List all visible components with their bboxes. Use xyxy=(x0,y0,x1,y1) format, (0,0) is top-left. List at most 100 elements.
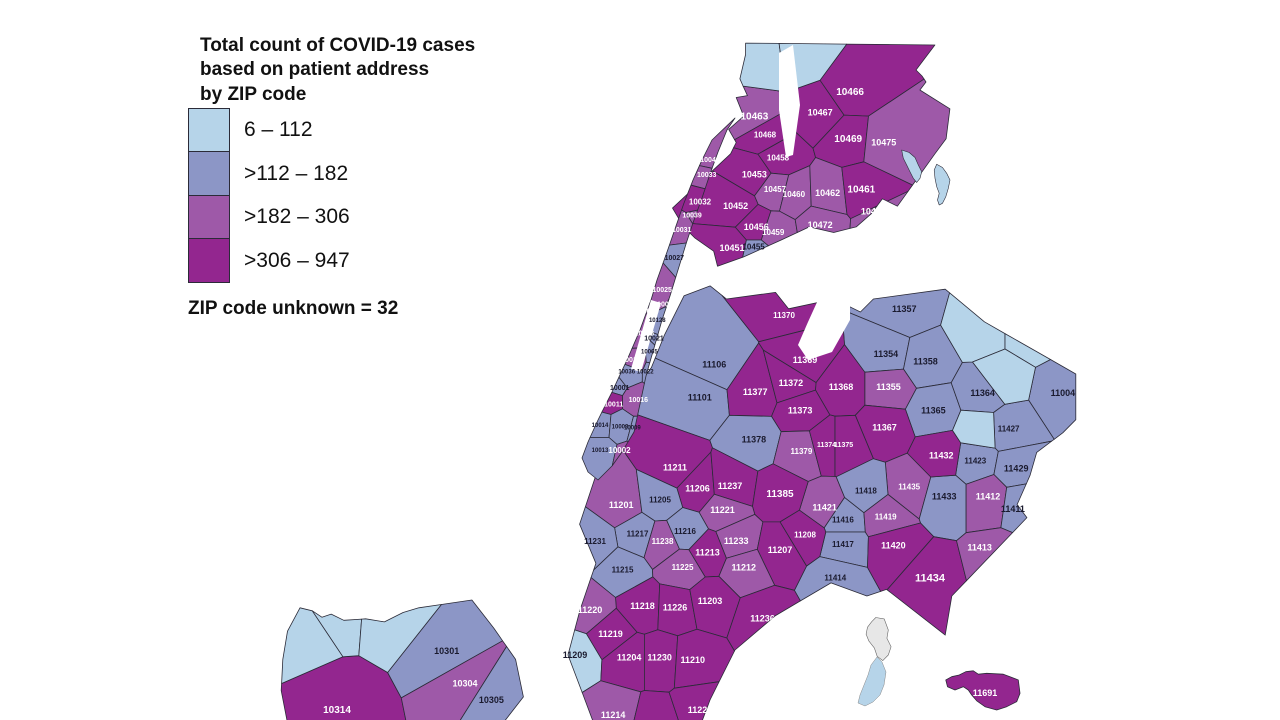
svg-text:11429: 11429 xyxy=(1004,463,1029,473)
svg-text:11354: 11354 xyxy=(874,349,899,359)
svg-text:11212: 11212 xyxy=(732,562,757,572)
svg-text:11432: 11432 xyxy=(929,450,954,460)
svg-text:11370: 11370 xyxy=(773,311,795,320)
svg-text:11427: 11427 xyxy=(998,424,1020,433)
svg-text:10462: 10462 xyxy=(815,188,840,198)
svg-text:11416: 11416 xyxy=(832,515,854,524)
svg-text:11375: 11375 xyxy=(834,442,853,449)
svg-text:11201: 11201 xyxy=(609,500,634,510)
svg-text:11219: 11219 xyxy=(598,629,623,639)
svg-text:10469: 10469 xyxy=(834,134,862,145)
svg-text:10314: 10314 xyxy=(323,705,351,716)
svg-text:11205: 11205 xyxy=(649,496,671,505)
svg-text:10029: 10029 xyxy=(657,302,677,309)
svg-text:11412: 11412 xyxy=(976,492,1001,502)
svg-text:11236: 11236 xyxy=(750,614,775,624)
svg-text:11213: 11213 xyxy=(695,547,720,557)
svg-text:10458: 10458 xyxy=(767,154,790,163)
svg-text:11373: 11373 xyxy=(788,405,813,415)
svg-text:10016: 10016 xyxy=(629,397,649,404)
svg-text:11379: 11379 xyxy=(790,447,812,456)
svg-text:10024: 10024 xyxy=(639,309,659,316)
svg-text:11413: 11413 xyxy=(967,543,992,553)
svg-text:10128: 10128 xyxy=(649,318,666,324)
svg-text:11372: 11372 xyxy=(779,378,804,388)
svg-text:11365: 11365 xyxy=(921,405,946,415)
svg-text:10305: 10305 xyxy=(479,695,504,705)
svg-text:11434: 11434 xyxy=(915,572,946,584)
svg-text:11433: 11433 xyxy=(932,492,957,502)
svg-text:11206: 11206 xyxy=(685,484,710,494)
svg-text:11367: 11367 xyxy=(872,423,897,433)
svg-text:11421: 11421 xyxy=(812,502,837,512)
svg-text:10301: 10301 xyxy=(434,646,459,656)
svg-text:11215: 11215 xyxy=(612,566,634,575)
svg-text:11218: 11218 xyxy=(630,601,655,611)
svg-text:10039: 10039 xyxy=(682,213,702,220)
svg-text:11101: 11101 xyxy=(688,392,712,402)
svg-text:11411: 11411 xyxy=(1001,504,1025,514)
svg-text:10065: 10065 xyxy=(641,349,658,355)
svg-text:11207: 11207 xyxy=(768,545,793,555)
svg-text:10011: 10011 xyxy=(604,401,623,408)
svg-text:11357: 11357 xyxy=(892,304,917,314)
svg-text:10013: 10013 xyxy=(592,448,609,454)
svg-text:10031: 10031 xyxy=(672,227,692,234)
svg-text:11385: 11385 xyxy=(766,489,794,500)
svg-text:11214: 11214 xyxy=(601,710,626,720)
svg-text:10040: 10040 xyxy=(700,157,720,164)
svg-text:10009: 10009 xyxy=(624,426,641,432)
svg-text:11358: 11358 xyxy=(913,357,938,367)
svg-text:10027: 10027 xyxy=(665,255,685,262)
svg-text:11220: 11220 xyxy=(578,605,603,615)
svg-text:10459: 10459 xyxy=(762,228,785,237)
svg-text:10460: 10460 xyxy=(783,190,806,199)
svg-text:11209: 11209 xyxy=(563,650,588,660)
svg-text:11418: 11418 xyxy=(855,486,877,495)
svg-text:10455: 10455 xyxy=(742,242,765,251)
svg-text:10463: 10463 xyxy=(740,111,768,122)
svg-text:11208: 11208 xyxy=(794,531,816,540)
svg-text:11216: 11216 xyxy=(674,527,696,536)
svg-text:11233: 11233 xyxy=(724,536,749,546)
svg-text:11004: 11004 xyxy=(1051,388,1076,398)
svg-text:11364: 11364 xyxy=(970,388,995,398)
svg-text:10475: 10475 xyxy=(871,137,896,147)
svg-text:11691: 11691 xyxy=(973,688,998,698)
svg-text:11238: 11238 xyxy=(652,537,674,546)
svg-text:11435: 11435 xyxy=(898,483,920,492)
svg-text:11237: 11237 xyxy=(718,481,743,491)
svg-text:11210: 11210 xyxy=(681,655,706,665)
svg-text:10465: 10465 xyxy=(861,207,886,217)
svg-text:11204: 11204 xyxy=(617,653,642,663)
svg-text:10452: 10452 xyxy=(723,201,748,211)
svg-text:11211: 11211 xyxy=(663,462,687,472)
svg-text:11368: 11368 xyxy=(829,382,854,392)
svg-text:11419: 11419 xyxy=(875,512,897,521)
svg-text:10466: 10466 xyxy=(836,87,864,98)
svg-text:10001: 10001 xyxy=(610,385,630,392)
svg-text:10032: 10032 xyxy=(689,197,712,206)
svg-text:10002: 10002 xyxy=(608,446,631,455)
svg-text:10467: 10467 xyxy=(808,107,833,117)
svg-text:10304: 10304 xyxy=(452,678,477,688)
svg-text:11377: 11377 xyxy=(743,387,768,397)
svg-text:11369: 11369 xyxy=(793,355,818,365)
svg-text:11229: 11229 xyxy=(688,705,713,715)
svg-text:11423: 11423 xyxy=(964,456,986,465)
svg-text:11226: 11226 xyxy=(663,602,688,612)
svg-text:10022: 10022 xyxy=(637,370,654,376)
svg-text:10472: 10472 xyxy=(808,220,833,230)
svg-text:11420: 11420 xyxy=(881,541,906,551)
svg-text:11203: 11203 xyxy=(698,596,723,606)
svg-text:11230: 11230 xyxy=(647,653,672,663)
svg-text:11231: 11231 xyxy=(584,537,606,546)
svg-text:11217: 11217 xyxy=(627,529,649,538)
svg-text:10468: 10468 xyxy=(754,131,777,140)
svg-text:10036: 10036 xyxy=(618,370,635,376)
svg-text:10453: 10453 xyxy=(742,169,767,179)
svg-text:11221: 11221 xyxy=(710,505,735,515)
svg-text:10451: 10451 xyxy=(719,243,744,253)
svg-text:10014: 10014 xyxy=(592,423,609,429)
svg-text:11417: 11417 xyxy=(832,540,854,549)
